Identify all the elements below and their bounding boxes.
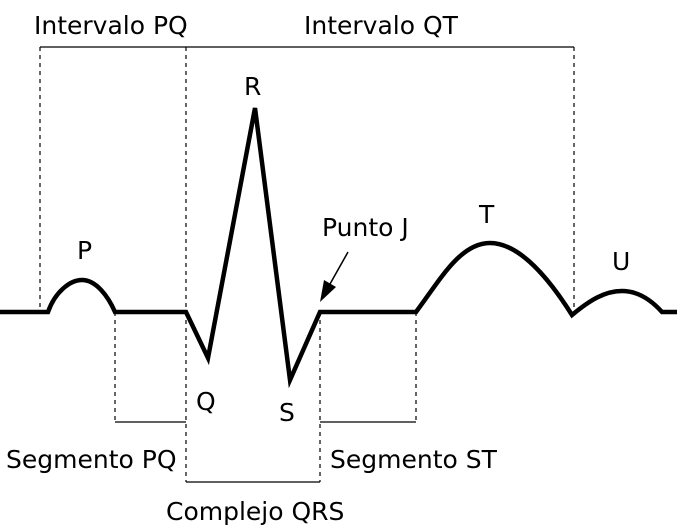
ecg-waveform — [0, 107, 677, 389]
segment-brackets — [114, 312, 417, 483]
r-wave-label: R — [244, 72, 261, 101]
j-point-arrow — [320, 251, 349, 302]
p-wave-label: P — [77, 236, 92, 265]
qt-interval-label: Intervalo QT — [304, 11, 459, 40]
qrs-complex-label: Complejo QRS — [166, 497, 344, 526]
pq-interval-label: Intervalo PQ — [34, 11, 188, 40]
q-wave-label: Q — [196, 387, 216, 416]
interval-brackets — [39, 46, 575, 312]
j-point-label: Punto J — [322, 213, 409, 242]
pq-segment-label: Segmento PQ — [6, 445, 177, 474]
t-wave-label: T — [478, 200, 495, 229]
st-segment-label: Segmento ST — [330, 445, 498, 474]
s-wave-label: S — [279, 398, 295, 427]
u-wave-label: U — [612, 247, 630, 276]
